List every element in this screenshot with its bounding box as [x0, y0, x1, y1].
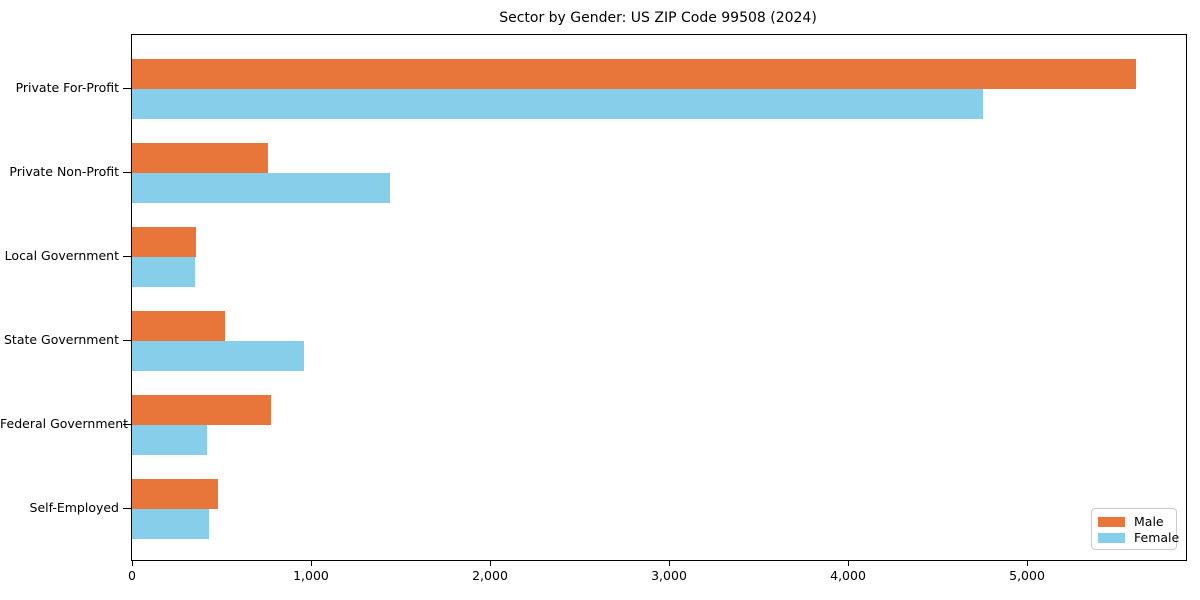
x-tick-label: 0 [128, 568, 136, 583]
x-tick-label: 5,000 [1009, 568, 1045, 583]
legend-item-male: Male [1098, 514, 1170, 529]
y-tick-mark [123, 424, 131, 426]
x-tick-mark [131, 561, 133, 566]
y-tick-mark [123, 88, 131, 90]
bar-female-4 [132, 425, 208, 456]
x-tick-mark [1026, 561, 1028, 566]
bar-male-4 [132, 395, 271, 426]
bar-female-2 [132, 257, 195, 288]
category-label: Private For-Profit [15, 80, 119, 95]
x-tick-label: 2,000 [472, 568, 508, 583]
x-tick-label: 1,000 [293, 568, 329, 583]
x-tick-mark [310, 561, 312, 566]
y-tick-mark [123, 340, 131, 342]
chart-title: Sector by Gender: US ZIP Code 99508 (202… [499, 10, 817, 26]
bar-male-1 [132, 143, 268, 174]
y-tick-mark [123, 508, 131, 510]
category-label: State Government [3, 332, 119, 348]
bar-male-2 [132, 227, 196, 258]
bar-female-5 [132, 509, 209, 540]
x-tick-label: 4,000 [830, 568, 866, 583]
y-tick-mark [123, 256, 131, 258]
category-label: Local Government [4, 248, 119, 264]
x-tick-mark [489, 561, 491, 566]
category-label: Self-Employed [29, 500, 119, 516]
category-label: Federal Government [0, 416, 129, 432]
plot-area [131, 34, 1187, 561]
bar-female-1 [132, 173, 390, 204]
bar-female-0 [132, 89, 984, 119]
legend: Male Female [1091, 508, 1179, 550]
legend-item-female: Female [1098, 530, 1179, 545]
bar-male-5 [132, 479, 218, 510]
x-tick-mark [847, 561, 849, 566]
x-tick-mark [668, 561, 670, 566]
category-label: Private Non-Profit [9, 164, 119, 180]
legend-swatch-female [1098, 532, 1125, 543]
bar-male-0 [132, 59, 1137, 89]
bar-female-3 [132, 341, 304, 372]
legend-label-male: Male [1134, 514, 1164, 529]
y-tick-mark [123, 172, 131, 174]
bar-male-3 [132, 311, 226, 342]
x-tick-label: 3,000 [651, 568, 687, 583]
legend-label-female: Female [1134, 530, 1180, 545]
legend-swatch-male [1098, 516, 1125, 527]
